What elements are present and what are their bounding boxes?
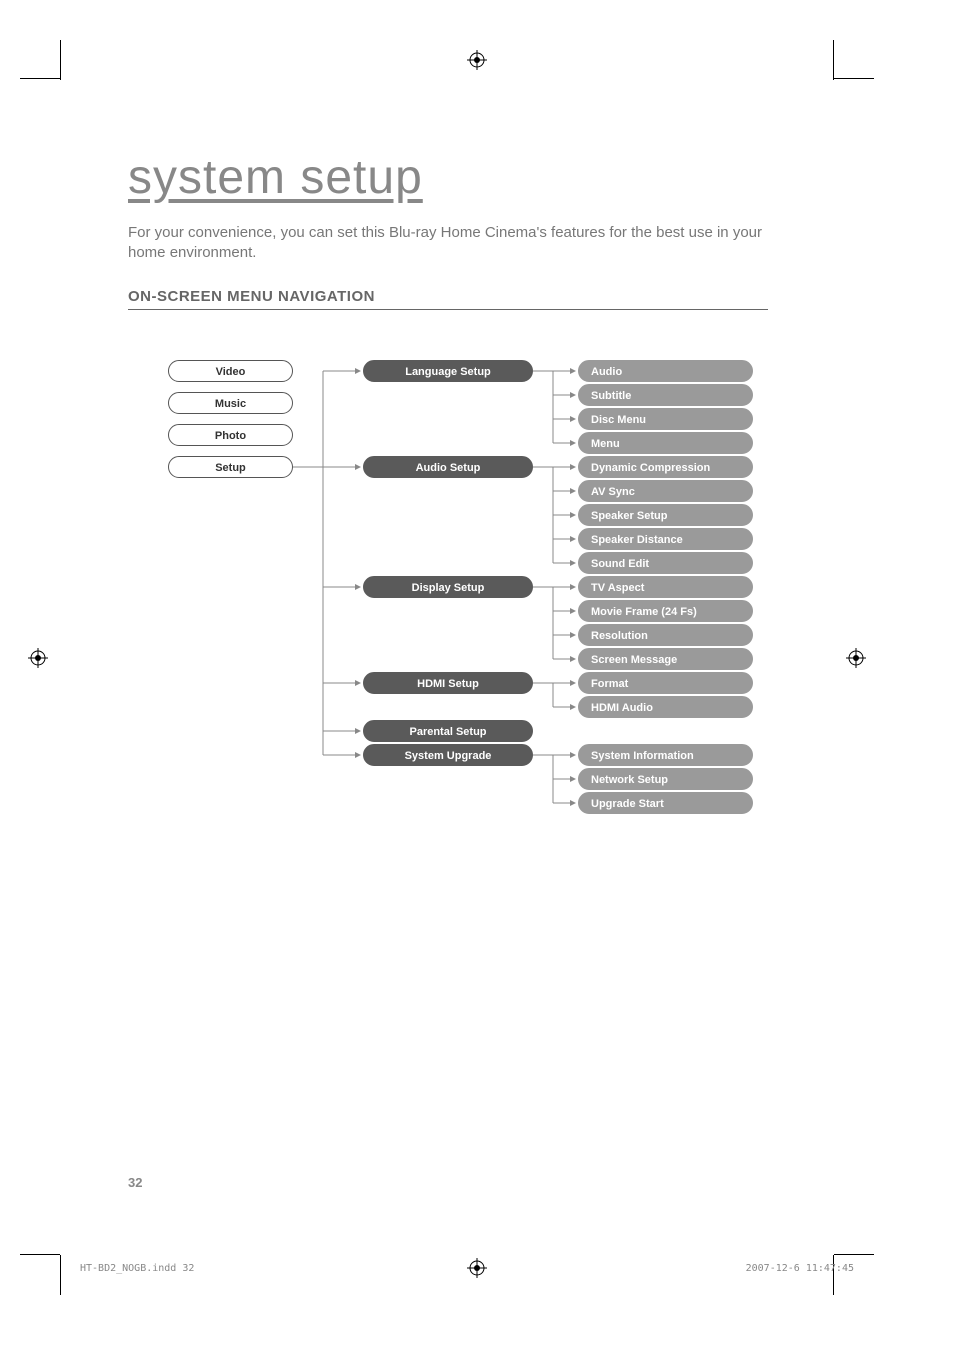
submenu-group-display: TV Aspect Movie Frame (24 Fs) Resolution… [578,576,753,672]
submenu-item: Audio [578,360,753,382]
registration-mark-icon [467,1258,487,1278]
page-title: system setup [128,150,768,205]
menu-item-language-setup: Language Setup [363,360,533,382]
submenu-item: Resolution [578,624,753,646]
registration-mark-icon [28,648,48,668]
submenu-item: System Information [578,744,753,766]
menu-item-audio-setup: Audio Setup [363,456,533,478]
submenu-item: Disc Menu [578,408,753,430]
menu-item-video: Video [168,360,293,382]
menu-item-display-setup: Display Setup [363,576,533,598]
submenu-group-hdmi: Format HDMI Audio [578,672,753,720]
submenu-group-upgrade: System Information Network Setup Upgrade… [578,744,753,816]
submenu-item: Speaker Distance [578,528,753,550]
crop-mark [60,40,61,80]
submenu-item: AV Sync [578,480,753,502]
menu-item-photo: Photo [168,424,293,446]
footer-filename: HT-BD2_NOGB.indd 32 [80,1263,194,1274]
submenu-item: Movie Frame (24 Fs) [578,600,753,622]
menu-item-music: Music [168,392,293,414]
menu-tree: Video Music Photo Setup Language Setup A… [168,360,768,830]
menu-item-setup: Setup [168,456,293,478]
menu-item-hdmi-setup: HDMI Setup [363,672,533,694]
crop-mark [834,78,874,79]
crop-mark [20,78,60,79]
submenu-item: HDMI Audio [578,696,753,718]
menu-item-system-upgrade: System Upgrade [363,744,533,766]
footer-timestamp: 2007-12-6 11:47:45 [746,1263,854,1274]
crop-mark [834,1254,874,1255]
submenu-item: Screen Message [578,648,753,670]
submenu-item: Upgrade Start [578,792,753,814]
submenu-item: Menu [578,432,753,454]
crop-mark [833,1255,834,1295]
submenu-item: Sound Edit [578,552,753,574]
submenu-group-language: Audio Subtitle Disc Menu Menu [578,360,753,456]
submenu-group-audio: Dynamic Compression AV Sync Speaker Setu… [578,456,753,576]
submenu-item: Format [578,672,753,694]
crop-mark [833,40,834,80]
page-number: 32 [128,1175,142,1190]
submenu-item: TV Aspect [578,576,753,598]
crop-mark [60,1255,61,1295]
menu-item-parental-setup: Parental Setup [363,720,533,742]
intro-text: For your convenience, you can set this B… [128,223,768,264]
submenu-item: Speaker Setup [578,504,753,526]
submenu-item: Network Setup [578,768,753,790]
submenu-item: Subtitle [578,384,753,406]
submenu-item: Dynamic Compression [578,456,753,478]
section-heading: ON-SCREEN MENU NAVIGATION [128,288,768,310]
registration-mark-icon [467,50,487,70]
crop-mark [20,1254,60,1255]
page-content: system setup For your convenience, you c… [128,150,768,830]
registration-mark-icon [846,648,866,668]
